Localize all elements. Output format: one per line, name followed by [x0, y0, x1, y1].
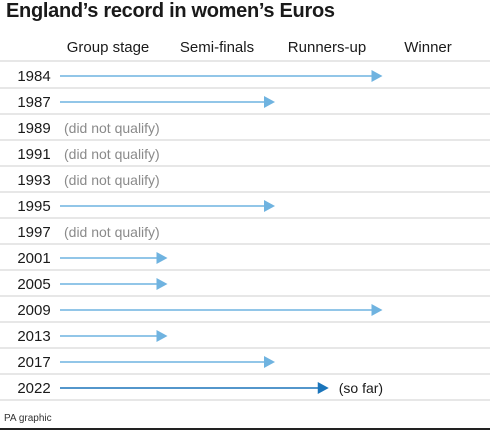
arrow-head: [264, 96, 275, 108]
year-label: 2013: [17, 328, 50, 345]
stage-label-winner: Winner: [404, 39, 452, 56]
row-note: (did not qualify): [64, 172, 160, 188]
stage-label-semi-finals: Semi-finals: [179, 39, 255, 56]
year-label: 2001: [17, 250, 50, 267]
arrow-head: [371, 304, 383, 316]
stage-label-group-stage: Group stage: [66, 39, 150, 56]
year-label: 1995: [17, 198, 50, 215]
year-label: 1991: [17, 146, 50, 163]
arrow-head: [156, 252, 168, 264]
year-label: 2005: [17, 276, 50, 293]
year-label: 2022: [17, 380, 50, 397]
chart-title: England’s record in women’s Euros: [6, 0, 335, 22]
year-label: 2017: [17, 354, 50, 371]
stage-header: Group stage Semi-finals Runners-up Winne…: [0, 39, 490, 59]
row-note: (did not qualify): [64, 120, 160, 136]
arrow-head: [156, 278, 168, 290]
arrow-head: [371, 70, 383, 82]
row-note: (did not qualify): [64, 146, 160, 162]
year-label: 1987: [17, 94, 50, 111]
year-label: 1984: [17, 68, 50, 85]
row-note: (so far): [339, 380, 383, 396]
arrow-head: [317, 382, 329, 394]
arrow-head: [264, 200, 275, 212]
arrow-head: [156, 330, 168, 342]
year-label: 1993: [17, 172, 50, 189]
bottom-rule: [0, 428, 490, 430]
row-note: (did not qualify): [64, 224, 160, 240]
arrow-head: [264, 356, 275, 368]
year-label: 1989: [17, 120, 50, 137]
year-label: 1997: [17, 224, 50, 241]
stage-label-runners-up: Runners-up: [287, 39, 367, 56]
credit: PA graphic: [4, 413, 52, 424]
year-label: 2009: [17, 302, 50, 319]
